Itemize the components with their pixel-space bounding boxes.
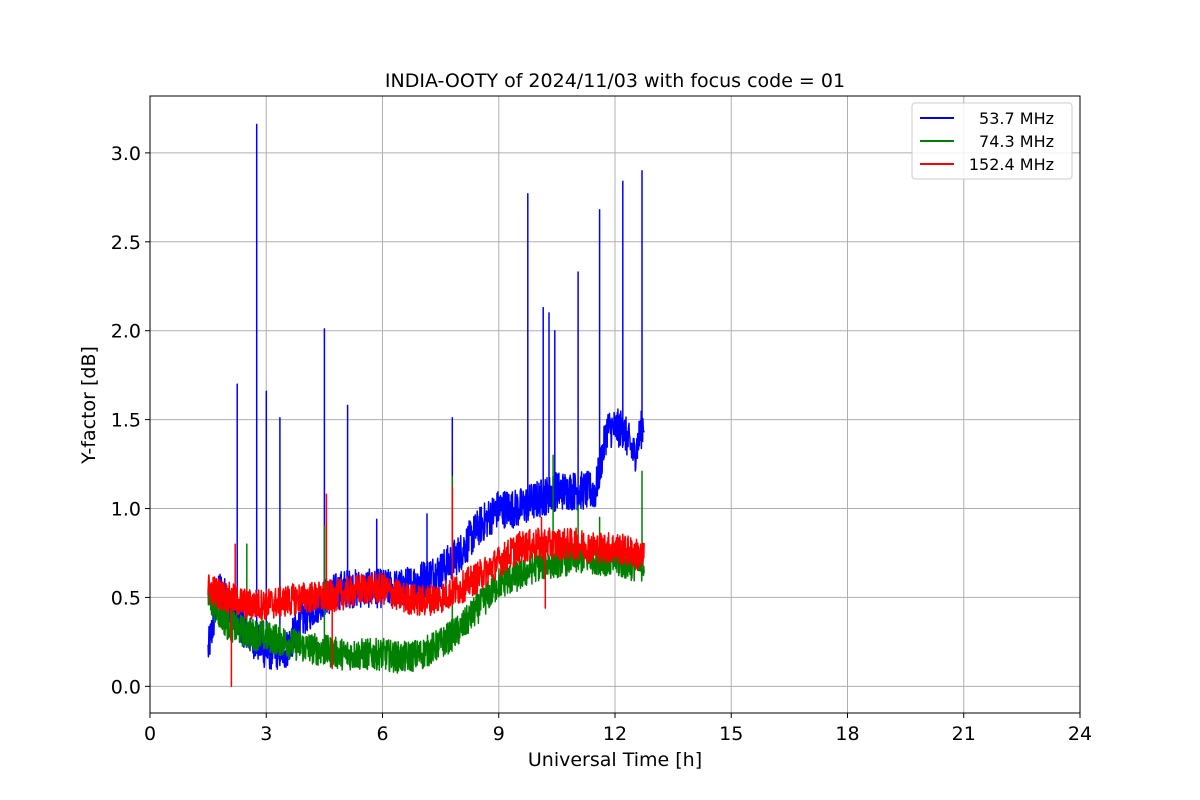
- x-tick-label: 24: [1068, 723, 1092, 745]
- x-tick-label: 6: [376, 723, 388, 745]
- y-tick-label: 2.5: [111, 232, 141, 254]
- x-axis-label: Universal Time [h]: [528, 749, 702, 771]
- legend-box: [911, 102, 1073, 180]
- y-tick-label: 0.5: [111, 587, 141, 609]
- x-tick-label: 3: [260, 723, 272, 745]
- y-tick-label: 2.0: [111, 321, 141, 343]
- x-tick-label: 18: [835, 723, 859, 745]
- x-tick-label: 9: [493, 723, 505, 745]
- y-axis-label: Y-factor [dB]: [78, 346, 100, 465]
- legend: 53.7 MHz 74.3 MHz 152.4 MHz: [911, 102, 1073, 180]
- y-tick-label: 1.5: [111, 410, 141, 432]
- legend-label: 152.4 MHz: [969, 155, 1054, 174]
- y-tick-label: 1.0: [111, 499, 141, 521]
- legend-label: 53.7 MHz: [979, 109, 1054, 128]
- chart-title: INDIA-OOTY of 2024/11/03 with focus code…: [385, 70, 845, 92]
- series-line-152-4-mhz: [207, 486, 645, 688]
- legend-label: 74.3 MHz: [979, 132, 1054, 151]
- series-line-53-7-mhz: [207, 123, 645, 671]
- series-layer: [207, 123, 645, 688]
- y-axis: 0.0 0.5 1.0 1.5 2.0 2.5 3.0: [111, 143, 150, 698]
- y-tick-label: 0.0: [111, 676, 141, 698]
- x-tick-label: 0: [144, 723, 156, 745]
- x-axis: 0 3 6 9 12 15 18 21 24: [144, 713, 1092, 745]
- x-tick-label: 21: [952, 723, 976, 745]
- x-tick-label: 15: [719, 723, 743, 745]
- y-tick-label: 3.0: [111, 143, 141, 165]
- x-tick-label: 12: [603, 723, 627, 745]
